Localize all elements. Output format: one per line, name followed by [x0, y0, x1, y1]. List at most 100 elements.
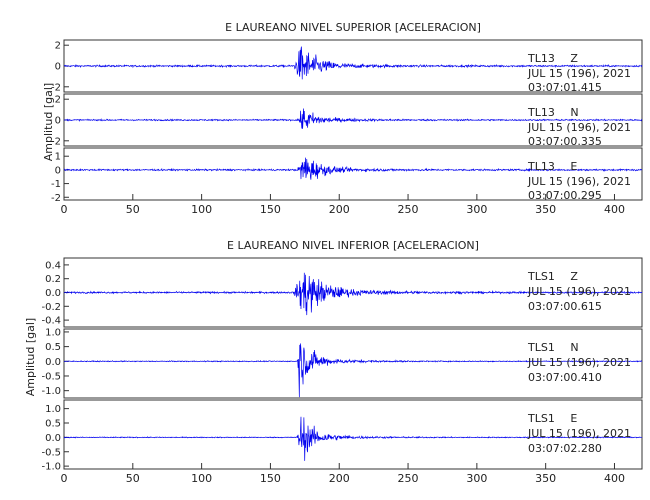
lower-panel-z: 0.4 0.2 0.0 -0.2 -0.4 TLS1 Z JUL 15 (196), 2… — [41, 257, 643, 328]
svg-text:TLS1 Z: TLS1 Z — [527, 270, 578, 283]
y-tick-label: 0.2 — [45, 274, 61, 285]
y-tick-label: 2 — [55, 95, 61, 106]
station-label: TLS1 — [527, 412, 555, 425]
panel-annotation: TL13 N JUL 15 (196), 2021 03:07:00.335 — [527, 106, 631, 148]
waveform-trace — [63, 343, 643, 398]
station-label: TL13 — [527, 160, 555, 173]
component-label: N — [570, 106, 578, 119]
date-label: JUL 15 (196), 2021 — [527, 356, 631, 369]
y-tick-label: 2 — [55, 41, 61, 52]
y-tick-label: -1 — [51, 179, 61, 190]
y-tick-label: 0.4 — [45, 260, 61, 271]
y-tick-label: 0.5 — [45, 342, 61, 353]
time-label: 03:07:00.615 — [528, 300, 602, 313]
x-tick-label: 250 — [398, 472, 419, 485]
station-label: TLS1 — [527, 270, 555, 283]
y-tick-label: -1.0 — [41, 386, 61, 397]
x-tick-label: 350 — [535, 203, 556, 216]
date-label: JUL 15 (196), 2021 — [527, 175, 631, 188]
panel-annotation: TLS1 Z JUL 15 (196), 2021 03:07:00.615 — [527, 270, 631, 313]
x-tick-label: 200 — [329, 472, 350, 485]
waveform-trace — [63, 108, 643, 129]
lower-chart-ylabel: Amplitud [gal] — [24, 318, 37, 396]
waveform-trace — [63, 416, 643, 461]
x-tick-label: 300 — [466, 203, 487, 216]
svg-text:TLS1 N: TLS1 N — [527, 341, 579, 354]
lower-chart-title: E LAUREANO NIVEL INFERIOR [ACELERACION] — [227, 239, 479, 252]
y-tick-label: -0.2 — [41, 302, 61, 313]
waveform-trace — [63, 46, 643, 80]
y-tick-label: 1.0 — [45, 327, 61, 338]
y-tick-label: 0 — [55, 165, 61, 176]
time-label: 03:07:00.410 — [528, 371, 602, 384]
y-tick-label: 0.0 — [45, 357, 61, 368]
upper-panel-z: 2 0 -2 TL13 Z JUL 15 (196), 2021 03:07:01.… — [51, 39, 643, 94]
panel-annotation: TL13 Z JUL 15 (196), 2021 03:07:01.415 — [527, 52, 631, 94]
x-tick-label: 400 — [604, 203, 625, 216]
waveform-trace — [63, 272, 643, 316]
station-label: TL13 — [527, 106, 555, 119]
component-label: Z — [570, 52, 578, 65]
panel-frame — [63, 399, 643, 470]
upper-panel-e: 1 0 -1 -2 TL13 E JUL 15 (196), 2021 03:07:0… — [51, 147, 643, 204]
y-tick-label: -0.5 — [41, 371, 61, 382]
x-tick-label: 300 — [466, 472, 487, 485]
x-tick-label: 50 — [126, 203, 140, 216]
time-label: 03:07:01.415 — [528, 81, 602, 94]
y-tick-label: 0.5 — [45, 419, 61, 430]
upper-chart-title: E LAUREANO NIVEL SUPERIOR [ACELERACION] — [225, 21, 481, 34]
date-label: JUL 15 (196), 2021 — [527, 121, 631, 134]
y-tick-label: 1.0 — [45, 404, 61, 415]
y-tick-label: 0.0 — [45, 433, 61, 444]
lower-chart: E LAUREANO NIVEL INFERIOR [ACELERACION] … — [24, 239, 643, 485]
panel-annotation: TL13 E JUL 15 (196), 2021 03:07:00.295 — [527, 160, 631, 202]
date-label: JUL 15 (196), 2021 — [527, 427, 631, 440]
x-tick-label: 250 — [398, 203, 419, 216]
panel-annotation: TLS1 E JUL 15 (196), 2021 03:07:02.280 — [527, 412, 631, 455]
x-tick-label: 150 — [260, 203, 281, 216]
panel-frame — [63, 328, 643, 399]
x-tick-label: 0 — [61, 203, 68, 216]
y-tick-label: 0 — [55, 116, 61, 127]
x-tick-label: 100 — [191, 472, 212, 485]
lower-panel-e: 1.0 0.5 0.0 -0.5 -1.0 TLS1 E JUL 15 (196), 2… — [41, 399, 643, 473]
time-label: 03:07:00.295 — [528, 189, 602, 202]
panel-y-ticks: 2 0 -2 — [51, 41, 69, 93]
time-label: 03:07:00.335 — [528, 135, 602, 148]
upper-panel-n: 2 0 -2 TL13 N JUL 15 (196), 2021 03:07:00.… — [51, 93, 643, 148]
x-tick-label: 0 — [61, 472, 68, 485]
y-tick-label: 0.0 — [45, 288, 61, 299]
panel-y-ticks: 2 0 -2 — [51, 95, 69, 147]
x-tick-label: 350 — [535, 472, 556, 485]
y-tick-label: -0.5 — [41, 447, 61, 458]
panel-y-ticks: 1.0 0.5 0.0 -0.5 -1.0 — [41, 327, 69, 397]
y-tick-label: -2 — [51, 136, 61, 147]
y-tick-label: 1 — [55, 152, 61, 163]
component-label: E — [570, 160, 577, 173]
upper-chart-ylabel: Amplitud [gal] — [42, 83, 55, 161]
svg-text:TL13 Z: TL13 Z — [527, 52, 578, 65]
panel-y-ticks: 1.0 0.5 0.0 -0.5 -1.0 — [41, 404, 69, 473]
lower-panel-n: 1.0 0.5 0.0 -0.5 -1.0 TLS1 N JUL 15 (196), 2… — [41, 327, 643, 399]
y-tick-label: 0 — [55, 62, 61, 73]
x-tick-label: 50 — [126, 472, 140, 485]
y-tick-label: -2 — [51, 82, 61, 93]
panel-annotation: TLS1 N JUL 15 (196), 2021 03:07:00.410 — [527, 341, 631, 384]
station-label: TLS1 — [527, 341, 555, 354]
x-tick-label: 150 — [260, 472, 281, 485]
component-label: E — [570, 412, 577, 425]
panel-frame — [63, 147, 643, 201]
svg-text:TLS1 E: TLS1 E — [527, 412, 577, 425]
upper-x-axis: 0 50 100 150 200 250 300 350 400 — [61, 194, 625, 216]
x-tick-label: 100 — [191, 203, 212, 216]
x-tick-label: 200 — [329, 203, 350, 216]
panel-y-ticks: 0.4 0.2 0.0 -0.2 -0.4 — [41, 260, 69, 327]
upper-chart: E LAUREANO NIVEL SUPERIOR [ACELERACION] … — [42, 21, 643, 216]
date-label: JUL 15 (196), 2021 — [527, 67, 631, 80]
component-label: N — [570, 341, 578, 354]
component-label: Z — [570, 270, 578, 283]
x-tick-label: 400 — [604, 472, 625, 485]
waveform-trace — [63, 157, 643, 180]
panel-y-ticks: 1 0 -1 -2 — [51, 152, 69, 204]
